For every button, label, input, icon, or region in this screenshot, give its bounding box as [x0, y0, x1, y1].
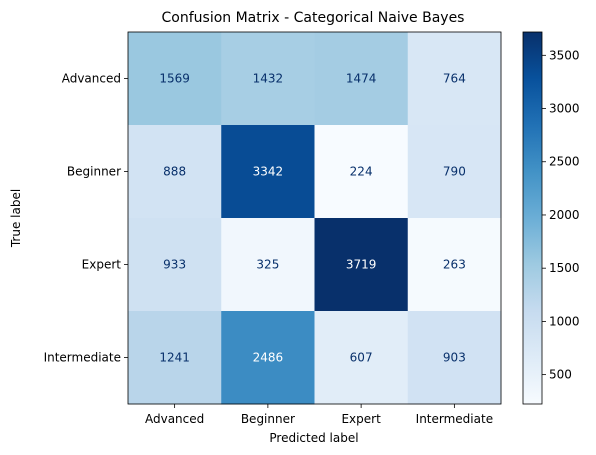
heatmap-cell [314, 125, 409, 219]
heatmap-cell [128, 218, 222, 312]
colorbar-tick-label: 500 [549, 368, 572, 382]
heatmap-cell [128, 32, 222, 126]
heatmap-cells [128, 32, 502, 405]
colorbar-tick-label: 1500 [549, 261, 580, 275]
cell-value-label: 888 [163, 165, 186, 179]
x-tick-label: Advanced [145, 412, 204, 426]
cell-value-label: 224 [350, 165, 373, 179]
x-tick-label: Beginner [241, 412, 295, 426]
cell-value-label: 1432 [253, 72, 284, 86]
heatmap-cell [221, 32, 315, 126]
colorbar [522, 31, 543, 405]
y-tick-label: Expert [82, 258, 122, 272]
cell-value-label: 764 [443, 72, 466, 86]
heatmap-cell [314, 32, 409, 126]
heatmap-cell [221, 218, 315, 312]
cell-value-label: 933 [163, 258, 186, 272]
y-tick-label: Intermediate [44, 351, 121, 365]
heatmap-cell-labels: 1569 1432 1474 764 888 3342 224 790 933 325 3719 26… [159, 72, 465, 365]
colorbar-tick-label: 2000 [549, 208, 580, 222]
cell-value-label: 790 [443, 165, 466, 179]
y-axis-label: True label [9, 189, 23, 248]
colorbar-tick-label: 3500 [549, 48, 580, 62]
y-tick-label: Beginner [67, 165, 121, 179]
colorbar-tick-label: 1000 [549, 314, 580, 328]
cell-value-label: 1569 [159, 72, 190, 86]
x-axis-label: Predicted label [269, 431, 358, 445]
x-axis-ticks: Advanced Beginner Expert Intermediate [145, 404, 493, 426]
cell-value-label: 903 [443, 351, 466, 365]
cell-value-label: 607 [350, 351, 373, 365]
heatmap-cell [128, 125, 222, 219]
heatmap-cell [407, 218, 502, 312]
cell-value-label: 2486 [253, 351, 284, 365]
heatmap-cell [314, 218, 409, 312]
heatmap-cell [221, 125, 315, 219]
y-tick-label: Advanced [62, 72, 121, 86]
heatmap-cell [221, 311, 315, 405]
heatmap-cell [407, 125, 502, 219]
colorbar-tick-label: 2500 [549, 155, 580, 169]
x-tick-label: Expert [341, 412, 381, 426]
cell-value-label: 1241 [159, 351, 190, 365]
cell-value-label: 263 [443, 258, 466, 272]
chart-title: Confusion Matrix - Categorical Naive Bay… [162, 10, 465, 26]
colorbar-tick-label: 3000 [549, 102, 580, 116]
heatmap-cell [314, 311, 409, 405]
cell-value-label: 3719 [346, 258, 377, 272]
cell-value-label: 325 [256, 258, 279, 272]
heatmap-cell [407, 32, 502, 126]
plot-frame [127, 31, 502, 405]
cell-value-label: 1474 [346, 72, 377, 86]
x-tick-label: Intermediate [416, 412, 493, 426]
heatmap-cell [407, 311, 502, 405]
colorbar-ticks: 500 1000 1500 2000 2500 3000 3500 [542, 48, 580, 382]
cell-value-label: 3342 [253, 165, 284, 179]
heatmap-cell [128, 311, 222, 405]
y-axis-ticks: Advanced Beginner Expert Intermediate [44, 72, 128, 365]
